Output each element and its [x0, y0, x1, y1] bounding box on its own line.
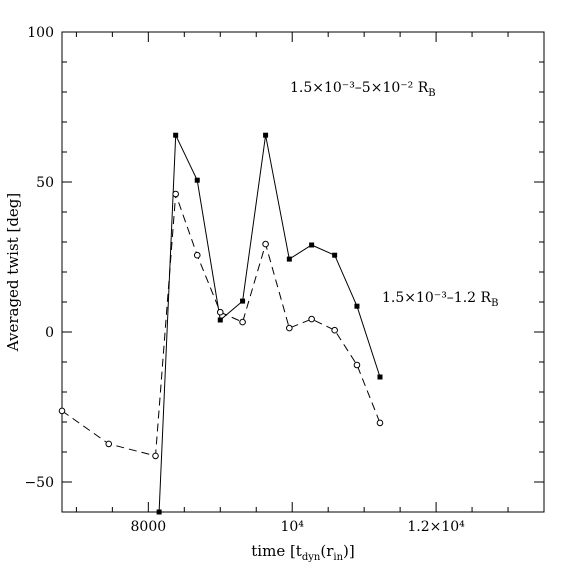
series-markers: [58, 132, 384, 515]
annotation-series-2-sub: B: [491, 298, 498, 309]
x-axis-title-sub-dyn: dyn: [302, 552, 321, 563]
series-2-point: [308, 315, 315, 323]
x-axis-title: time [tdyn(rin)]: [251, 542, 354, 563]
annotation-series-2: 1.5×10⁻³–1.2 RB: [382, 290, 498, 309]
y-tick-label: 0: [45, 325, 54, 341]
y-tick-label: 50: [36, 175, 54, 191]
series-1-point: [173, 132, 179, 138]
plot-frame: [61, 31, 545, 513]
series-1-point: [332, 252, 338, 258]
series-2-point: [58, 407, 66, 415]
series-2-point: [216, 308, 224, 316]
series-1-point: [156, 509, 162, 515]
y-axis-title: Averaged twist [deg]: [4, 193, 22, 352]
x-axis-title-sub-in: in: [333, 552, 343, 563]
y-tick-label: 100: [27, 25, 54, 41]
x-axis-title-paren: (r: [320, 542, 334, 560]
series-lines: [61, 134, 381, 513]
series-1-point: [309, 242, 315, 248]
annotation-series-1-text: 1.5×10⁻³–5×10⁻² R: [290, 80, 429, 96]
x-axis-title-close: )]: [343, 542, 355, 560]
series-2-point: [152, 452, 159, 460]
x-tick-label: 1.2×10⁴: [407, 519, 465, 535]
series-line-2: [61, 193, 381, 457]
annotation-series-2-text: 1.5×10⁻³–1.2 R: [382, 290, 492, 306]
series-1-point: [354, 303, 360, 309]
series-2-point: [353, 361, 361, 369]
series-2-point: [239, 318, 246, 326]
series-1-point: [286, 256, 292, 262]
x-tick-label: 8000: [131, 519, 167, 535]
series-1-point: [194, 177, 200, 183]
series-2-point: [105, 440, 113, 448]
series-line-1: [158, 134, 381, 513]
series-2-point: [331, 326, 338, 334]
series-2-point: [172, 190, 179, 198]
series-1-point: [263, 132, 269, 138]
annotation-series-1: 1.5×10⁻³–5×10⁻² RB: [290, 80, 436, 99]
annotation-series-1-sub: B: [428, 88, 435, 99]
series-2-point: [193, 251, 201, 259]
y-tick-label: −50: [24, 475, 54, 491]
series-2-point: [376, 419, 384, 427]
series-2-point: [262, 240, 269, 248]
series-1-point: [240, 298, 246, 304]
x-axis-title-main: time [t: [251, 542, 302, 560]
series-1-point: [217, 317, 223, 323]
series-1-point: [377, 374, 383, 380]
tick-labels: 8000 10⁴ 1.2×10⁴ −50 0 50 100: [24, 25, 465, 535]
series-2-point: [286, 324, 293, 332]
tick-marks: [62, 31, 545, 513]
x-tick-label: 10⁴: [280, 519, 304, 535]
